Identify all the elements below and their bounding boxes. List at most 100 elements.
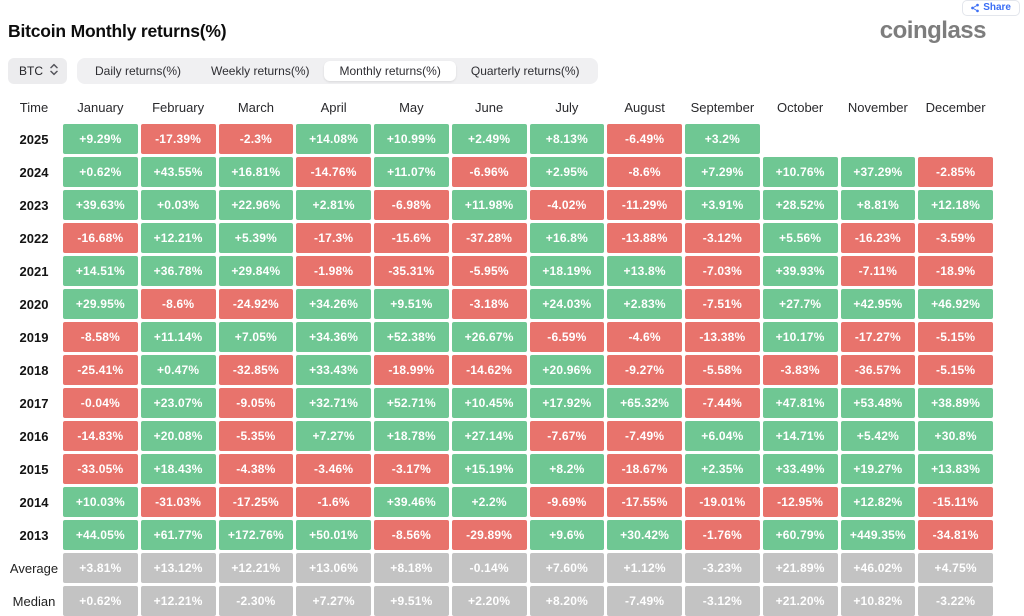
cell-2022-august: -13.88% — [607, 223, 682, 253]
cell-2023-april: +2.81% — [296, 190, 371, 220]
row-label-2025: 2025 — [19, 131, 49, 147]
cell-2016-march: -5.35% — [218, 421, 294, 451]
cell-2014-july: -9.69% — [529, 487, 605, 517]
cell-2020-december: +46.92% — [918, 289, 993, 319]
row-label-2015: 2015 — [19, 461, 49, 477]
cell-2020-march: -24.92% — [218, 289, 294, 319]
cell-2019-july: -6.59% — [529, 322, 605, 352]
cell-2017-february: +23.07% — [140, 388, 216, 418]
cell-2013-may: -8.56% — [374, 520, 449, 550]
cell-2018-january: -25.41% — [63, 355, 138, 385]
cell-2018-august: -9.27% — [607, 355, 682, 385]
cell-2013-september: -1.76% — [685, 520, 760, 550]
cell-2024-april: -14.76% — [296, 157, 371, 187]
cell-2013-november: +449.35% — [840, 520, 916, 550]
cell-2014-december: -15.11% — [918, 487, 993, 517]
cell-2013-october: +60.79% — [762, 520, 838, 550]
tab-monthly-returns-[interactable]: Monthly returns(%) — [324, 61, 456, 81]
cell-2016-december: +30.8% — [918, 421, 993, 451]
col-header-december: December — [925, 99, 986, 115]
col-header-november: November — [847, 99, 908, 115]
row-label-2019: 2019 — [19, 329, 49, 345]
cell-2022-april: -17.3% — [296, 223, 371, 253]
cell-2024-december: -2.85% — [918, 157, 993, 187]
cell-2022-february: +12.21% — [140, 223, 216, 253]
cell-median-january: +0.62% — [63, 586, 138, 616]
cell-2025-september: +3.2% — [685, 124, 760, 154]
cell-median-october: +21.20% — [762, 586, 838, 616]
cell-2025-april: +14.08% — [296, 124, 371, 154]
topbar: Bitcoin Monthly returns(%) coinglass — [0, 0, 1024, 45]
cell-2021-august: +13.8% — [607, 256, 682, 286]
cell-2021-june: -5.95% — [451, 256, 527, 286]
share-button[interactable]: Share — [962, 0, 1020, 16]
cell-2025-august: -6.49% — [607, 124, 682, 154]
cell-2014-september: -19.01% — [685, 487, 760, 517]
cell-average-january: +3.81% — [63, 553, 138, 583]
cell-2021-february: +36.78% — [140, 256, 216, 286]
cell-2018-may: -18.99% — [374, 355, 449, 385]
row-label-2022: 2022 — [19, 230, 49, 246]
cell-2023-october: +28.52% — [762, 190, 838, 220]
cell-2017-july: +17.92% — [529, 388, 605, 418]
cell-average-august: +1.12% — [607, 553, 682, 583]
cell-2015-may: -3.17% — [374, 454, 449, 484]
cell-2018-february: +0.47% — [140, 355, 216, 385]
cell-average-september: -3.23% — [685, 553, 760, 583]
tab-daily-returns-[interactable]: Daily returns(%) — [95, 64, 182, 78]
cell-2019-september: -13.38% — [685, 322, 760, 352]
cell-2025-june: +2.49% — [451, 124, 527, 154]
cell-2023-november: +8.81% — [840, 190, 916, 220]
cell-2021-november: -7.11% — [840, 256, 916, 286]
cell-2019-august: -4.6% — [607, 322, 682, 352]
cell-median-september: -3.12% — [685, 586, 760, 616]
cell-2019-november: -17.27% — [840, 322, 916, 352]
returns-tab-group: Daily returns(%) Weekly returns(%) Monthly… — [77, 58, 598, 84]
share-label: Share — [983, 2, 1011, 13]
cell-average-march: +12.21% — [218, 553, 294, 583]
cell-average-july: +7.60% — [529, 553, 605, 583]
cell-2017-december: +38.89% — [918, 388, 993, 418]
col-header-july: July — [555, 99, 579, 115]
cell-2013-january: +44.05% — [63, 520, 138, 550]
tab-quarterly-returns-[interactable]: Quarterly returns(%) — [470, 64, 580, 78]
cell-2020-april: +34.26% — [296, 289, 371, 319]
col-header-september: September — [690, 99, 755, 115]
cell-2020-june: -3.18% — [451, 289, 527, 319]
cell-2017-august: +65.32% — [607, 388, 682, 418]
cell-2017-january: -0.04% — [63, 388, 138, 418]
cell-2015-january: -33.05% — [63, 454, 138, 484]
cell-average-june: -0.14% — [451, 553, 527, 583]
cell-2014-february: -31.03% — [140, 487, 216, 517]
cell-2019-march: +7.05% — [218, 322, 294, 352]
cell-2019-april: +34.36% — [296, 322, 371, 352]
cell-2022-may: -15.6% — [374, 223, 449, 253]
cell-2021-september: -7.03% — [685, 256, 760, 286]
cell-2015-august: -18.67% — [607, 454, 682, 484]
cell-2015-march: -4.38% — [218, 454, 294, 484]
cell-2024-october: +10.76% — [762, 157, 838, 187]
cell-2021-january: +14.51% — [63, 256, 138, 286]
cell-2020-october: +27.7% — [762, 289, 838, 319]
cell-2018-september: -5.58% — [685, 355, 760, 385]
tab-weekly-returns-[interactable]: Weekly returns(%) — [211, 64, 310, 78]
row-label-2020: 2020 — [19, 296, 49, 312]
cell-2025-may: +10.99% — [374, 124, 449, 154]
cell-2015-december: +13.83% — [918, 454, 993, 484]
cell-2020-may: +9.51% — [374, 289, 449, 319]
cell-2015-june: +15.19% — [451, 454, 527, 484]
cell-2020-july: +24.03% — [529, 289, 605, 319]
symbol-select[interactable]: BTC — [8, 58, 67, 84]
cell-2015-november: +19.27% — [840, 454, 916, 484]
cell-2024-may: +11.07% — [374, 157, 449, 187]
cell-2022-september: -3.12% — [685, 223, 760, 253]
cell-2017-october: +47.81% — [762, 388, 838, 418]
cell-2016-october: +14.71% — [762, 421, 838, 451]
cell-2018-july: +20.96% — [529, 355, 605, 385]
cell-2025-july: +8.13% — [529, 124, 605, 154]
share-icon — [970, 3, 980, 13]
col-header-august: August — [624, 99, 665, 115]
cell-2020-january: +29.95% — [63, 289, 138, 319]
cell-2013-june: -29.89% — [451, 520, 527, 550]
cell-2016-july: -7.67% — [529, 421, 605, 451]
